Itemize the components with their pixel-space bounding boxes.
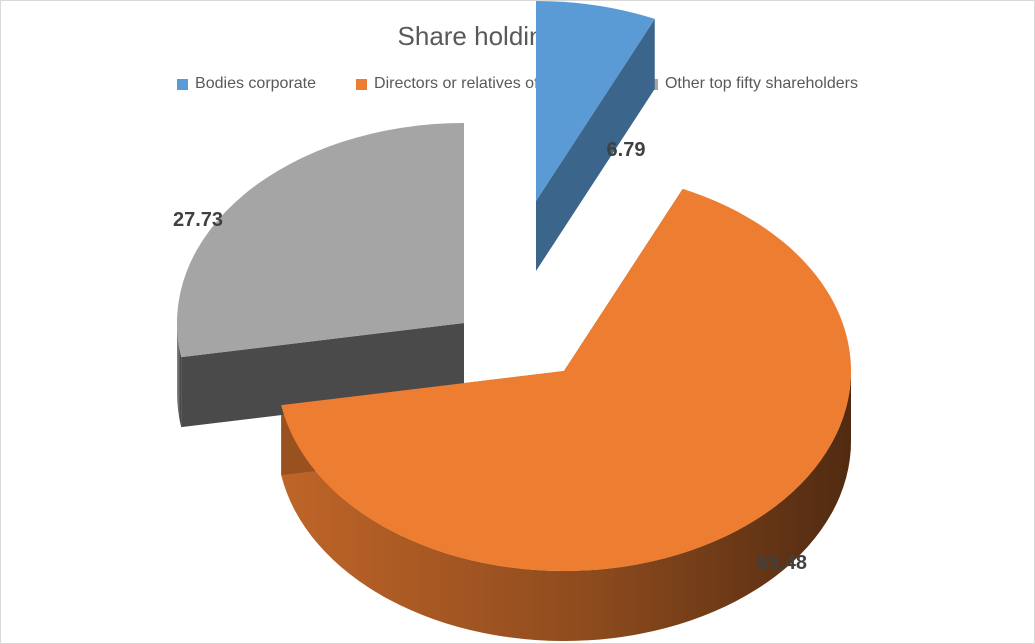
pie-side-shade-other-top-fifty — [177, 323, 182, 428]
pie-tops — [177, 1, 851, 572]
pie-labels: 6.79 65.48 27.73 — [173, 139, 807, 574]
legend-label-other-top-fifty: Other top fifty shareholders — [664, 75, 858, 92]
data-label-other-top-fifty: 27.73 — [173, 209, 223, 231]
data-label-directors: 65.48 — [757, 552, 807, 574]
pie-sides — [177, 323, 851, 641]
pie-side-shade-directors — [281, 371, 851, 641]
pie-slice-bodies-corporate — [536, 1, 655, 201]
legend-label-bodies-corporate: Bodies corporate — [195, 75, 317, 92]
legend-item-bodies-corporate: Bodies corporate — [177, 75, 316, 93]
pie-wall-bodies-corporate-1 — [536, 18, 655, 271]
legend-swatch-directors — [356, 78, 368, 90]
pie-slice-directors — [281, 188, 851, 572]
pie-slice-other-top-fifty — [177, 123, 464, 358]
legend-swatch-bodies-corporate — [177, 78, 189, 90]
data-label-bodies-corporate: 6.79 — [607, 139, 646, 161]
